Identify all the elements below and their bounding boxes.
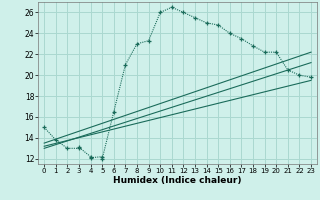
X-axis label: Humidex (Indice chaleur): Humidex (Indice chaleur) (113, 176, 242, 185)
